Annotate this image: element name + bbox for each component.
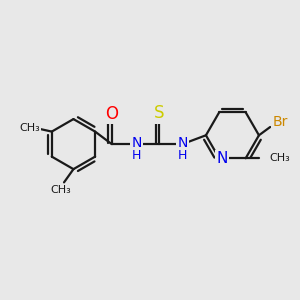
Text: N: N: [217, 151, 228, 166]
Text: Br: Br: [272, 115, 288, 129]
Text: CH₃: CH₃: [270, 153, 291, 163]
Text: N: N: [177, 136, 188, 150]
Text: H: H: [178, 149, 187, 162]
Text: CH₃: CH₃: [19, 123, 40, 133]
Text: H: H: [132, 149, 141, 162]
Text: CH₃: CH₃: [51, 185, 71, 195]
Text: S: S: [154, 104, 164, 122]
Text: N: N: [132, 136, 142, 150]
Text: O: O: [105, 105, 118, 123]
